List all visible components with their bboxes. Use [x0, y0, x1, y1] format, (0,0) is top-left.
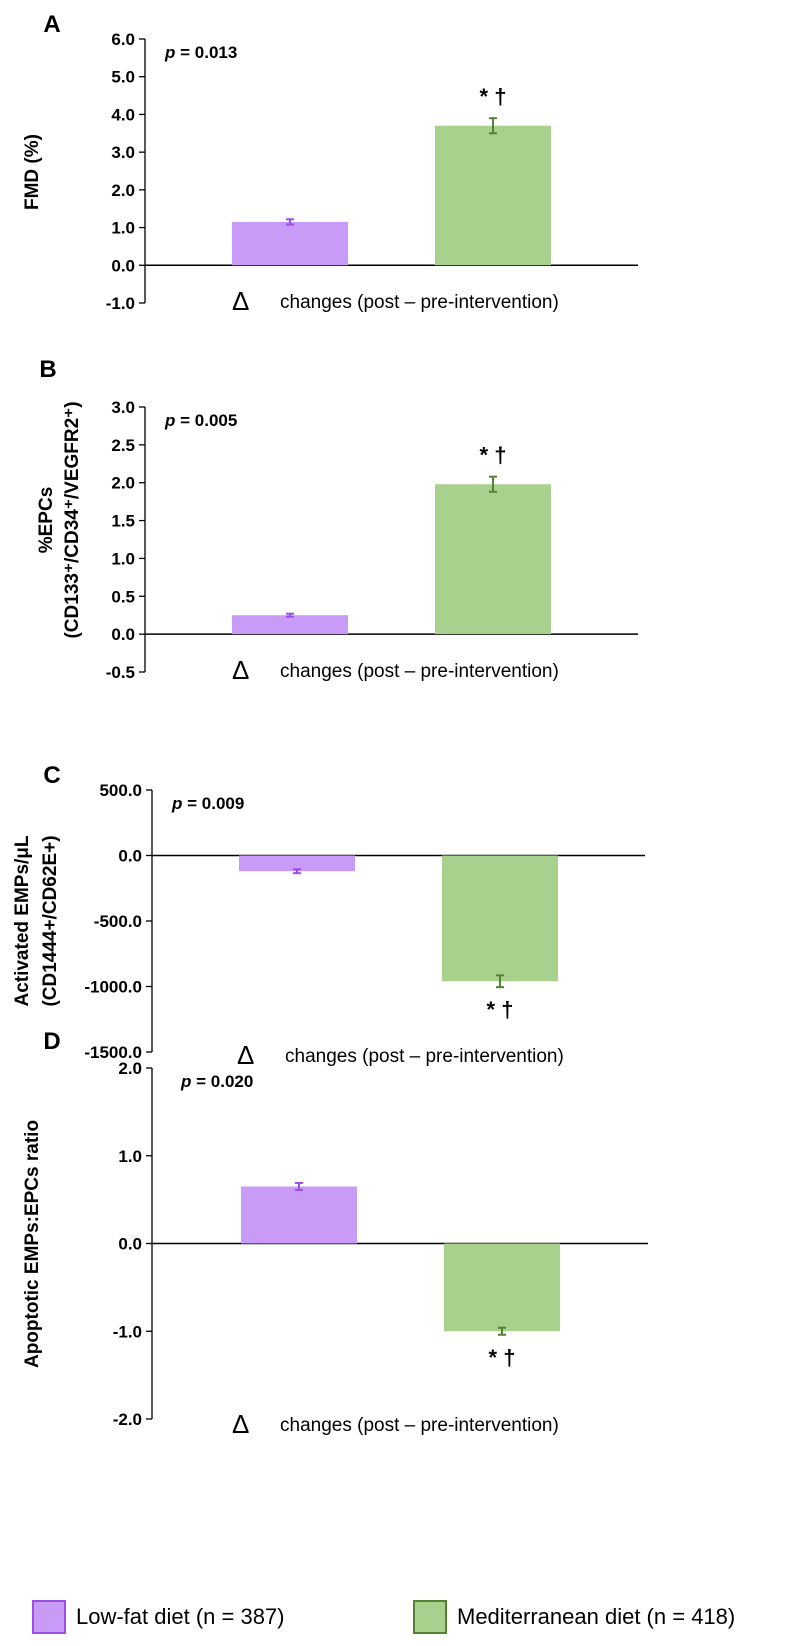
panel-a-bar-low-fat: [232, 221, 348, 266]
panel-a-p-symbol: p: [164, 43, 175, 62]
panel-b-y-label-2: (CD133⁺/CD34⁺/VEGFR2⁺): [62, 401, 83, 638]
panel-d-letter: D: [43, 1028, 60, 1055]
panel-d-x-label: changes (post – pre-intervention): [280, 1415, 559, 1436]
legend-label-low-fat: Low-fat diet (n = 387): [76, 1604, 285, 1629]
panel-d-y-tick-label: 2.0: [118, 1059, 142, 1078]
panel-a-y-tick-label: 2.0: [111, 181, 135, 200]
panel-d-y-tick-label: -2.0: [113, 1410, 142, 1429]
legend-label-mediterranean: Mediterranean diet (n = 418): [457, 1604, 736, 1629]
panel-d-y-tick-label: 0.0: [118, 1235, 142, 1254]
panel-a-letter: A: [43, 11, 60, 38]
panel-d-significance-marker: * †: [489, 1345, 516, 1370]
panel-b-bar-low-fat: [232, 615, 348, 635]
panel-d-p-value: p = 0.020: [180, 1072, 253, 1091]
panel-c-y-tick-label: -500.0: [94, 912, 142, 931]
panel-c-x-label: changes (post – pre-intervention): [285, 1046, 564, 1067]
panel-b-y-tick-label: 2.0: [111, 474, 135, 493]
panel-c-chart: C 500.0 0.0 -500.0 -1000.0 -1500.0 p = 0.009 * …: [12, 762, 645, 1070]
panel-b-y-tick-label: 1.5: [111, 512, 135, 531]
legend-item-mediterranean: Mediterranean diet (n = 418): [413, 1600, 735, 1634]
panel-a-delta-symbol: Δ: [232, 286, 249, 316]
panel-b-p-value: p = 0.005: [164, 411, 237, 430]
panel-c-y-tick-label: 500.0: [99, 781, 142, 800]
panel-a-y-label: FMD (%): [22, 134, 43, 210]
panel-a-chart: A 6.0 5.0 4.0 3.0 2.0 1.0 0.0 -1.0 p = 0.013 * † Δ c…: [22, 11, 638, 316]
panel-a-y-tick-label: 4.0: [111, 105, 135, 124]
panel-a-y-tick-label: 6.0: [111, 30, 135, 49]
panel-b-x-label: changes (post – pre-intervention): [280, 661, 559, 682]
panel-b-significance-marker: * †: [480, 443, 507, 468]
panel-a-y-tick-label: 0.0: [111, 256, 135, 275]
panel-b-y-tick-label: 2.5: [111, 436, 135, 455]
panel-c-p-number: = 0.009: [182, 794, 244, 813]
panel-b-p-number: = 0.005: [175, 411, 237, 430]
panel-a-significance-marker: * †: [480, 84, 507, 109]
panel-b-y-tick-label: 3.0: [111, 398, 135, 417]
panel-c-bar-low-fat: [239, 855, 355, 872]
panel-d-chart: D 2.0 1.0 0.0 -1.0 -2.0 p = 0.020 * † Δ changes (…: [22, 1028, 648, 1439]
panel-c-p-symbol: p: [171, 794, 182, 813]
panel-d-y-tick-label: 1.0: [118, 1147, 142, 1166]
legend-swatch-low-fat: [32, 1600, 66, 1634]
panel-b-y-tick-label: 1.0: [111, 549, 135, 568]
panel-d-p-number: = 0.020: [191, 1072, 253, 1091]
panel-a-y-tick-label: 1.0: [111, 219, 135, 238]
panel-c-y-tick-label: -1500.0: [84, 1043, 142, 1062]
panel-b-y-label: %EPCs: [36, 487, 57, 554]
panel-c-y-tick-label: 0.0: [118, 847, 142, 866]
panel-a-x-label: changes (post – pre-intervention): [280, 292, 559, 313]
panel-b-y-tick-label: 0.5: [111, 587, 135, 606]
panel-a-y-tick-label: -1.0: [106, 294, 135, 313]
panel-c-significance-marker: * †: [487, 997, 514, 1022]
panel-c-p-value: p = 0.009: [171, 794, 244, 813]
panel-a-y-tick-label: 5.0: [111, 68, 135, 87]
legend-item-low-fat: Low-fat diet (n = 387): [32, 1600, 285, 1634]
panel-a-bar-mediterranean: [435, 125, 551, 266]
panel-c-bar-mediterranean: [442, 855, 558, 982]
panel-d-delta-symbol: Δ: [232, 1409, 249, 1439]
panel-b-p-symbol: p: [164, 411, 175, 430]
panel-b-chart: B 3.0 2.5 2.0 1.5 1.0 0.5 0.0 -0.5 p = 0.005 * † Δ c…: [36, 356, 638, 685]
panel-d-y-label: Apoptotic EMPs:EPCs ratio: [22, 1120, 43, 1368]
panel-b-y-tick-label: -0.5: [106, 663, 135, 682]
panel-c-y-label-2: (CD1444+/CD62E+): [40, 835, 61, 1006]
panel-c-y-tick-label: -1000.0: [84, 978, 142, 997]
legend-swatch-mediterranean: [413, 1600, 447, 1634]
panel-d-bar-low-fat: [241, 1186, 357, 1244]
panel-b-y-tick-label: 0.0: [111, 625, 135, 644]
panel-a-y-tick-label: 3.0: [111, 143, 135, 162]
panel-b-letter: B: [39, 356, 56, 383]
panel-c-y-label: Activated EMPs/μL: [12, 835, 33, 1006]
panel-b-delta-symbol: Δ: [232, 655, 249, 685]
panel-d-bar-mediterranean: [444, 1243, 560, 1332]
panel-d-p-symbol: p: [180, 1072, 191, 1091]
panel-a-p-number: = 0.013: [175, 43, 237, 62]
panel-d-y-tick-label: -1.0: [113, 1322, 142, 1341]
panel-c-delta-symbol: Δ: [237, 1040, 254, 1070]
panel-b-bar-mediterranean: [435, 484, 551, 635]
panel-c-letter: C: [43, 762, 60, 789]
panel-a-p-value: p = 0.013: [164, 43, 237, 62]
